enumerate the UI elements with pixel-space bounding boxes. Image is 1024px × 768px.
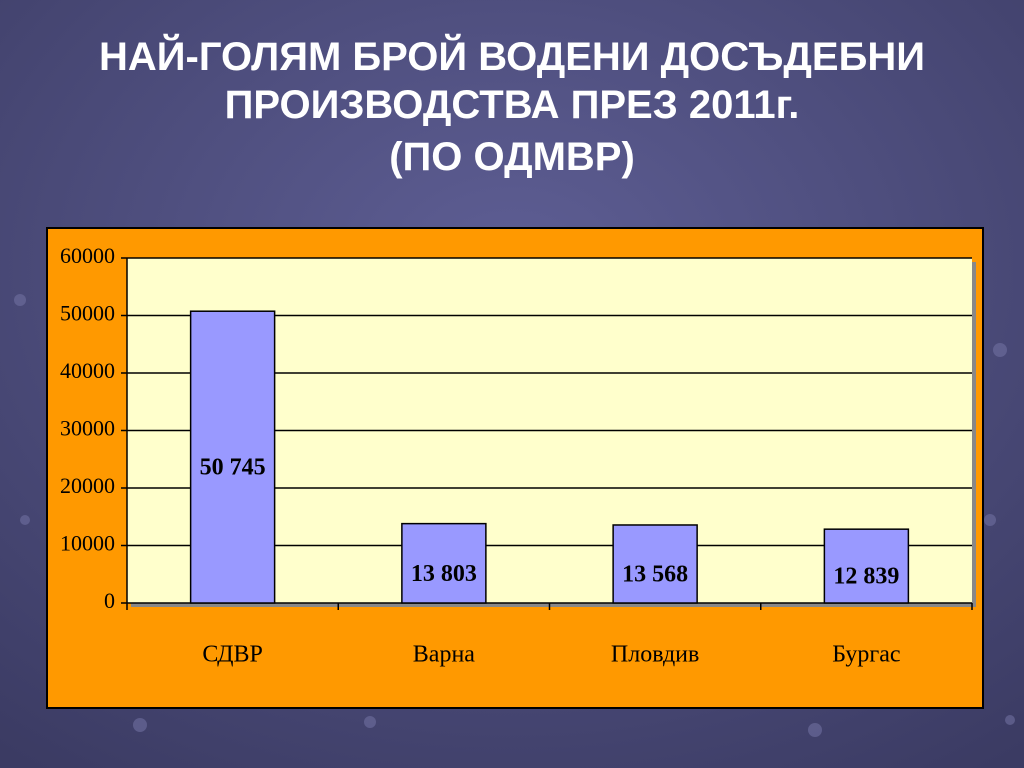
value-label: 50 745 <box>200 455 266 481</box>
chart-title: ПРОИЗВОДСТВА ПРЕЗ 2011г. <box>225 83 800 127</box>
chart-title: (ПО ОДМВР) <box>389 135 635 179</box>
bar <box>189 310 276 604</box>
x-tick-label: Варна <box>413 642 476 668</box>
x-tick-label: Пловдив <box>611 642 699 668</box>
y-tick-label: 20000 <box>60 473 115 498</box>
bar <box>612 524 698 604</box>
bar <box>823 528 910 604</box>
chart-title: НАЙ-ГОЛЯМ БРОЙ ВОДЕНИ ДОСЪДЕБНИ <box>99 33 925 79</box>
y-tick-label: 10000 <box>60 531 115 556</box>
y-tick-label: 30000 <box>60 416 115 441</box>
bar <box>401 522 487 604</box>
y-tick-label: 60000 <box>60 243 115 268</box>
decor-dots <box>14 294 1015 737</box>
x-tick-label: СДВР <box>202 642 263 668</box>
x-tick-label: Бургас <box>832 642 900 668</box>
y-tick-label: 0 <box>104 588 115 613</box>
y-tick-label: 50000 <box>60 301 115 326</box>
value-label: 13 568 <box>622 561 688 587</box>
y-tick-label: 40000 <box>60 358 115 383</box>
value-label: 13 803 <box>411 561 477 587</box>
value-label: 12 839 <box>833 564 899 590</box>
